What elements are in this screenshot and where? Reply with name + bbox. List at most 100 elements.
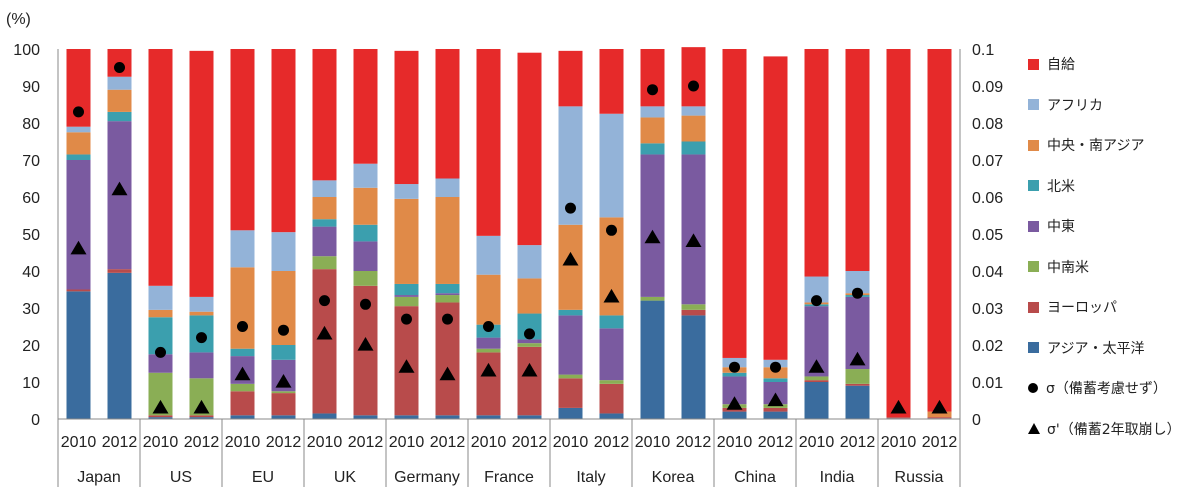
bar-segment (66, 154, 91, 160)
bar-segment (148, 354, 173, 373)
bar-segment (722, 411, 747, 419)
bar-segment (476, 415, 501, 419)
legend-label: ヨーロッパ (1047, 300, 1117, 317)
bar-segment (517, 343, 542, 347)
bar-segment (763, 407, 788, 412)
left-tick-label: 80 (22, 116, 40, 133)
bar-segment (517, 278, 542, 314)
year-tick-label: 2012 (840, 434, 876, 451)
legend-swatch (1028, 180, 1039, 192)
sigma-marker (647, 84, 658, 96)
legend-label: 中南米 (1047, 259, 1089, 276)
year-tick-label: 2010 (307, 434, 343, 451)
bar-segment (681, 304, 706, 310)
left-axis-ticks: 0 10 20 30 40 50 60 70 80 90 100 (13, 42, 40, 429)
year-tick-label: 2010 (553, 434, 589, 451)
bar-segment (394, 415, 419, 419)
country-group-label: Korea (652, 469, 695, 486)
left-tick-label: 60 (22, 190, 40, 207)
bar-segment (66, 132, 91, 155)
right-tick-label: 0.02 (972, 338, 1003, 355)
bar-segment (271, 49, 296, 233)
bar-segment (312, 256, 337, 270)
right-tick-label: 0.07 (972, 153, 1003, 170)
bar-segment (271, 415, 296, 419)
bar-segment (804, 376, 829, 381)
sigma-marker (278, 324, 289, 336)
sigma-prime-marker (439, 366, 456, 381)
year-tick-label: 2012 (922, 434, 958, 451)
right-tick-label: 0.01 (972, 375, 1003, 392)
bar-segment (435, 197, 460, 284)
bar-segment (353, 49, 378, 164)
legend-label: 中東 (1047, 219, 1075, 236)
legend-item: 北米 (1028, 166, 1196, 207)
bar-segment (148, 415, 173, 418)
sigma-prime-marker (521, 362, 538, 377)
country-group-label: India (820, 469, 855, 486)
bar-segment (640, 143, 665, 155)
bar-segment (476, 348, 501, 353)
right-tick-label: 0.1 (972, 42, 994, 59)
bar-segment (640, 49, 665, 107)
bar-segment (435, 295, 460, 303)
bar-segment (845, 369, 870, 384)
bar-segment (353, 187, 378, 225)
bar-segment (517, 52, 542, 246)
bar-segment (230, 230, 255, 268)
bar-segment (640, 296, 665, 301)
year-tick-label: 2010 (799, 434, 835, 451)
bar-segment (189, 296, 214, 312)
bar-segment (66, 126, 91, 133)
bar-segment (681, 315, 706, 419)
year-tick-label: 2012 (102, 434, 138, 451)
bar-segment (148, 49, 173, 286)
bar-segment (230, 383, 255, 392)
sigma-prime-marker (480, 362, 497, 377)
bar-segment (845, 385, 870, 419)
bar-segment (640, 300, 665, 419)
bar-segment (886, 49, 911, 418)
bar-segment (189, 415, 214, 418)
sigma-prime-marker (685, 233, 702, 247)
bar-segment (558, 407, 583, 419)
right-tick-label: 0.09 (972, 79, 1003, 96)
legend: 自給 アフリカ 中央・南アジア 北米 中東 中南米 ヨーロッパ アジア・太平洋 σ（備蓄考慮せず… (1028, 44, 1196, 449)
sigma-prime-marker (603, 288, 620, 303)
bar-segment (189, 311, 214, 316)
country-group-label: China (734, 469, 776, 486)
bar-segment (353, 415, 378, 419)
year-tick-label: 2012 (512, 434, 548, 451)
country-group-label: EU (252, 469, 274, 486)
sigma-prime-marker (70, 240, 87, 255)
markers (70, 62, 948, 414)
bar-segment (230, 49, 255, 231)
bar-segment (271, 393, 296, 416)
bar-segment (394, 198, 419, 284)
sigma-prime-marker (316, 325, 333, 340)
sigma-prime-marker (849, 351, 866, 366)
sigma-prime-marker (562, 251, 579, 266)
sigma-prime-marker (398, 359, 415, 373)
legend-item: 中南米 (1028, 247, 1196, 288)
country-group-label: UK (334, 469, 357, 486)
bar-segment (722, 372, 747, 377)
bar-segment (476, 274, 501, 325)
bar-segment (312, 180, 337, 197)
left-tick-label: 0 (31, 412, 40, 429)
bar-segment (804, 382, 829, 419)
bar-segment (681, 309, 706, 316)
bar-segment (312, 197, 337, 220)
year-tick-label: 2012 (430, 434, 466, 451)
left-tick-label: 30 (22, 301, 40, 318)
bars (66, 47, 952, 419)
sigma-prime-marker (808, 359, 825, 373)
sigma-prime-marker (275, 374, 292, 388)
sigma-prime-marker (890, 399, 907, 414)
legend-item: 中東 (1028, 206, 1196, 247)
year-tick-label: 2010 (225, 434, 261, 451)
country-group-label: Russia (895, 469, 944, 486)
country-group-label: Japan (77, 469, 121, 486)
bar-segment (599, 315, 624, 329)
sigma-marker (811, 295, 822, 307)
